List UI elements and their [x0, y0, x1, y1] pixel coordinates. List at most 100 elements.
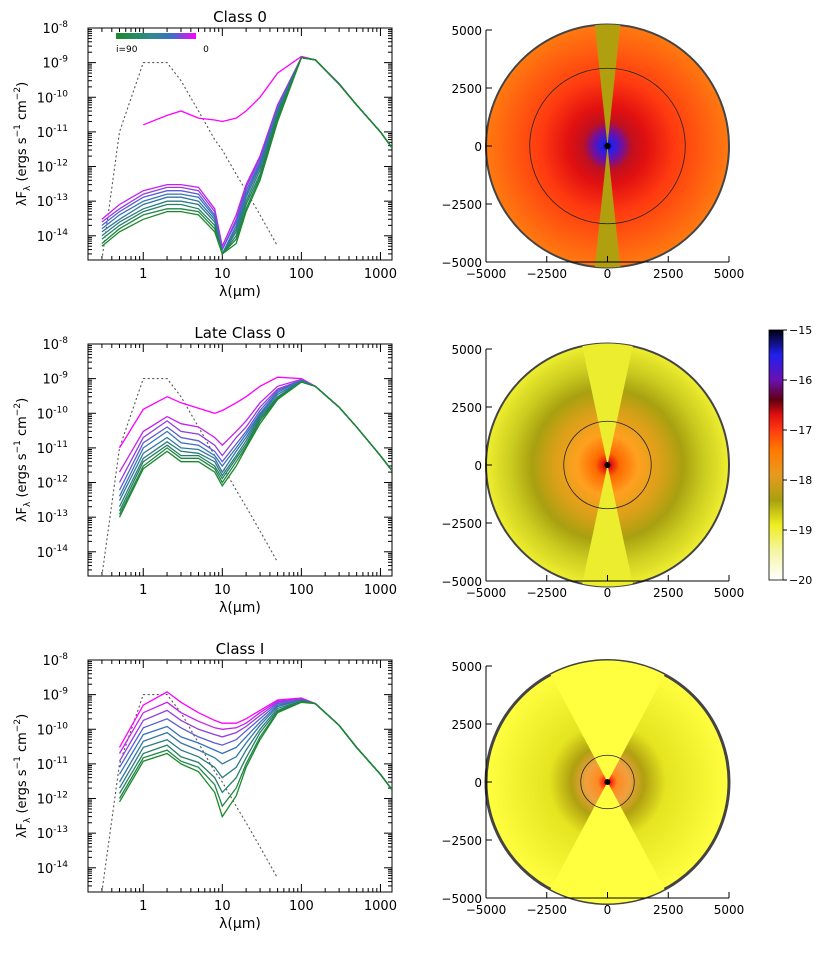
x-axis-label: λ(μm)	[219, 284, 261, 300]
x-tick-label: 1000	[364, 583, 397, 598]
y-tick-base: 10	[37, 723, 54, 738]
y-axis-label-part: −1	[13, 440, 23, 453]
y-tick-label: 10-9	[42, 371, 68, 388]
map-x-tick-label: 0	[604, 586, 612, 600]
y-tick-exponent: -8	[59, 20, 68, 30]
map-x-tick-label: 2500	[653, 586, 684, 600]
map-y-tick-label: 0	[474, 140, 482, 154]
y-tick-label: 10-11	[37, 124, 68, 141]
series-line	[101, 56, 392, 249]
map-y-tick-label: −2500	[441, 198, 482, 212]
series-line	[118, 700, 392, 808]
x-tick-label: 100	[289, 583, 314, 598]
colorbar-tick-label: −17	[789, 424, 812, 437]
y-tick-base: 10	[37, 862, 54, 877]
y-tick-label: 10-14	[37, 544, 69, 561]
y-tick-label: 10-11	[37, 440, 68, 457]
protostar	[604, 779, 611, 785]
y-tick-base: 10	[37, 126, 54, 141]
y-tick-label: 10-9	[42, 55, 68, 72]
map-x-tick-label: −5000	[466, 267, 507, 281]
map-x-tick-label: 5000	[714, 586, 745, 600]
plot-frame	[87, 27, 393, 261]
map-y-tick-label: −5000	[441, 892, 482, 906]
sed-panel-3: Class I1 10 100 100010-1410-1310-1210-1110-…	[13, 640, 397, 932]
y-tick-label: 10-10	[37, 405, 69, 422]
map-y-tick-label: 2500	[451, 401, 482, 415]
y-axis-label: λFλ (ergs s−1 cm−2)	[13, 398, 33, 522]
y-axis-label-part: cm	[15, 100, 30, 124]
series-group	[101, 55, 392, 260]
y-tick-exponent: -9	[59, 371, 68, 381]
x-tick-label: 1	[139, 899, 147, 914]
y-axis-label-part: (ergs s	[15, 453, 30, 501]
map-y-tick-label: 5000	[451, 660, 482, 674]
colorbar-tick-label: −15	[789, 324, 812, 337]
map-x-tick-label: 2500	[653, 267, 684, 281]
y-tick-exponent: -13	[53, 193, 68, 203]
y-axis-label-part: λ	[23, 501, 33, 507]
series-line	[118, 381, 392, 518]
map-y-tick-label: 0	[474, 459, 482, 473]
panel-title: Late Class 0	[194, 324, 285, 342]
y-tick-label: 10-8	[42, 336, 68, 353]
series-line	[101, 56, 392, 256]
density-map-1: −5000−5000 −2500 −2500 0 0 2500 2500 5000 5000	[441, 23, 744, 281]
y-tick-base: 10	[37, 793, 54, 808]
series-line	[101, 62, 279, 260]
panel-title: Class 0	[213, 8, 267, 26]
sed-panel-2: Late Class 01 10 100 100010-1410-1310-1210-…	[13, 324, 397, 616]
y-axis-label-part: −1	[13, 756, 23, 769]
series-line	[118, 381, 392, 515]
x-axis-label: λ(μm)	[219, 916, 261, 932]
series-line	[101, 56, 392, 255]
y-axis-label: λFλ (ergs s−1 cm−2)	[13, 714, 33, 838]
map-y-tick-label: 0	[474, 776, 482, 790]
y-axis-label-part: cm	[15, 732, 30, 756]
y-tick-base: 10	[37, 477, 54, 492]
density-contour	[529, 67, 686, 225]
map-x-tick-label: 5000	[714, 903, 745, 917]
y-tick-base: 10	[37, 442, 54, 457]
y-tick-exponent: -14	[53, 228, 68, 238]
y-tick-exponent: -12	[53, 791, 68, 801]
x-tick-label: 10	[214, 899, 231, 914]
series-line	[118, 379, 392, 491]
y-axis-label: λFλ (ergs s−1 cm−2)	[13, 82, 33, 206]
series-line	[101, 56, 392, 256]
y-tick-exponent: -9	[59, 687, 68, 697]
density-contour	[563, 420, 652, 510]
y-tick-label: 10-14	[37, 228, 69, 245]
series-line	[101, 56, 392, 256]
map-y-tick-label: 5000	[451, 343, 482, 357]
y-tick-base: 10	[37, 91, 54, 106]
sed-panel-1: Class 01 10 100 100010-1410-1310-1210-1110-…	[13, 8, 397, 300]
y-axis-label-part: λ	[23, 185, 33, 191]
y-tick-exponent: -10	[53, 405, 68, 415]
y-tick-base: 10	[37, 827, 54, 842]
series-group	[101, 691, 392, 892]
y-tick-exponent: -8	[59, 336, 68, 346]
y-tick-label: 10-14	[37, 860, 69, 877]
y-axis-label-part: (ergs s	[15, 769, 30, 817]
y-tick-exponent: -9	[59, 55, 68, 65]
y-tick-base: 10	[37, 407, 54, 422]
map-y-tick-label: −5000	[441, 256, 482, 270]
x-axis-label: λ(μm)	[219, 600, 261, 616]
map-x-tick-label: −5000	[466, 586, 507, 600]
map-x-tick-label: −5000	[466, 903, 507, 917]
y-axis-label-part: )	[15, 714, 30, 719]
y-tick-label: 10-12	[37, 475, 68, 492]
map-y-tick-label: 2500	[451, 718, 482, 732]
colorbar-tick-label: −20	[789, 574, 812, 587]
x-tick-label: 1	[139, 583, 147, 598]
density-map-3: −5000−5000 −2500 −2500 0 0 2500 2500 5000 5000	[441, 659, 745, 917]
density-map-2: −5000−5000 −2500 −2500 0 0 2500 2500 5000 5000	[441, 342, 745, 600]
series-line	[101, 56, 392, 256]
y-tick-label: 10-10	[37, 721, 69, 738]
inclination-colorbar	[116, 33, 196, 39]
colorbar-tick-label: −19	[789, 524, 812, 537]
map-x-tick-label: −2500	[526, 903, 567, 917]
y-axis-label-part: −2	[13, 87, 23, 100]
series-group	[101, 376, 392, 576]
